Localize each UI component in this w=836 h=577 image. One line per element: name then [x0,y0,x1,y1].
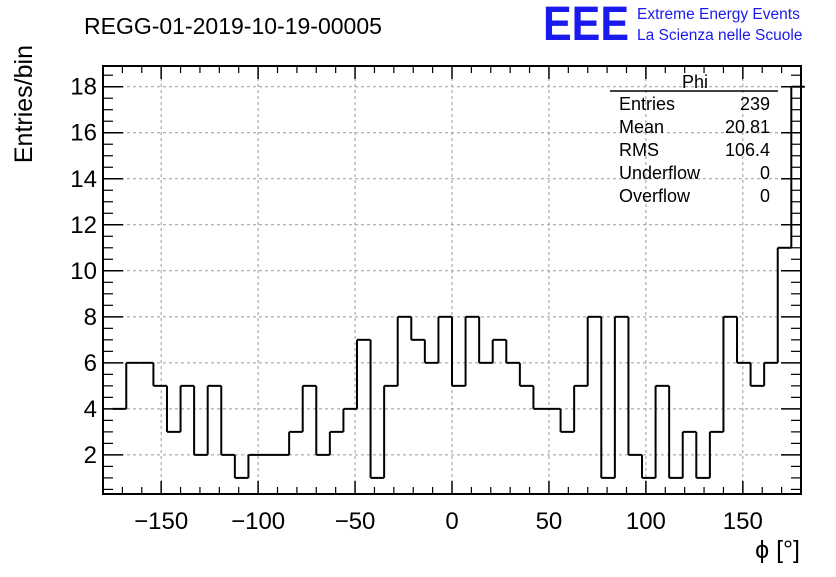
y-axis-label: Entries/bin [10,45,38,163]
histogram-bin [532,385,548,410]
histogram-bin [464,315,480,386]
histogram-bin [613,315,629,478]
histogram-bin [152,362,167,387]
histogram-bin [451,316,466,387]
histogram-bin [193,385,208,456]
stats-row-label: Overflow [619,186,691,206]
stats-box: Phi Entries 239 Mean 20.81 RMS 106.4 Underflow… [610,72,778,206]
histogram-bin [505,339,520,364]
y-tick-label: 12 [70,212,97,239]
histogram-bin [410,316,425,341]
x-tick-label: 0 [445,508,458,535]
stats-title: Phi [682,72,708,92]
histogram-bin [125,361,140,409]
tick-labels: −150 −100 −50 0 50 100 150 2 4 6 8 10 12 14 16 18 [70,74,763,535]
histogram-bin [790,85,805,248]
histogram-bin [247,453,262,478]
histogram-bin [681,430,697,478]
histogram-bin [355,338,371,409]
axis-ticks [102,66,802,494]
histogram-bin [600,316,615,479]
histogram-bin [301,384,317,432]
stats-row-value: 20.81 [725,117,770,137]
histogram-bin [165,385,181,433]
histogram-bin [437,315,452,363]
histogram-bin [722,315,738,432]
histogram-bin [233,454,249,479]
y-tick-label: 10 [70,258,97,285]
stats-row-label: Entries [619,94,675,114]
logo-line-1: Extreme Energy Events [637,6,800,23]
histogram-bin [342,407,357,432]
histogram-bin [559,408,575,433]
histogram-bin [383,384,398,478]
stats-row-value: 239 [740,94,770,114]
x-tick-label: −100 [231,508,285,535]
histogram-bin [491,338,507,363]
histogram-bin [220,385,235,456]
histogram-bin [736,316,751,364]
histogram-bin [206,384,222,455]
stats-row-label: Underflow [619,163,701,183]
x-tick-label: −150 [134,508,188,535]
y-tick-label: 18 [70,74,97,101]
histogram-bin [179,384,195,432]
histogram-bin [668,385,683,479]
x-axis-label: ϕ [°] [755,536,800,564]
histogram-bin [776,246,792,363]
stats-row-value: 106.4 [725,140,770,160]
histogram-bin [423,339,439,364]
x-tick-label: −50 [335,508,376,535]
x-tick-label: 150 [723,508,763,535]
y-tick-label: 14 [70,166,97,193]
histogram-bin [654,384,670,478]
histogram-bin [708,430,724,478]
stats-row-label: Mean [619,117,664,137]
y-tick-label: 4 [84,396,97,423]
histogram-bin [288,430,303,455]
histogram-bin [328,430,344,455]
histogram-bin [586,315,602,386]
histogram-bin [763,361,778,386]
logo-line-2: La Scienza nelle Scuole [637,27,802,44]
histogram-bin [369,339,385,479]
histogram-bin [749,362,765,387]
stats-row-value: 0 [760,163,770,183]
histogram-bin [518,362,534,387]
eee-logo-mark: EEE [543,0,629,51]
histogram-bin [695,431,710,479]
histogram-bin [627,316,643,456]
run-title: REGG-01-2019-10-19-00005 [84,13,382,39]
y-tick-label: 2 [84,442,97,469]
y-tick-label: 16 [70,120,97,147]
histogram-bins [112,85,805,479]
histogram-bin [315,385,330,456]
eee-logo: EEE Extreme Energy Events La Scienza nel… [543,0,802,51]
x-tick-label: 100 [626,508,666,535]
stats-row-label: RMS [619,140,659,160]
histogram-bin [641,454,656,479]
y-tick-label: 8 [84,304,97,331]
y-tick-label: 6 [84,350,97,377]
stats-rows: Entries 239 Mean 20.81 RMS 106.4 Underflow 0 Ove… [619,94,770,206]
stats-row-value: 0 [760,186,770,206]
histogram-bin [396,315,412,386]
histogram-bin [478,316,493,364]
histogram-bin [573,384,588,432]
x-tick-label: 50 [536,508,563,535]
